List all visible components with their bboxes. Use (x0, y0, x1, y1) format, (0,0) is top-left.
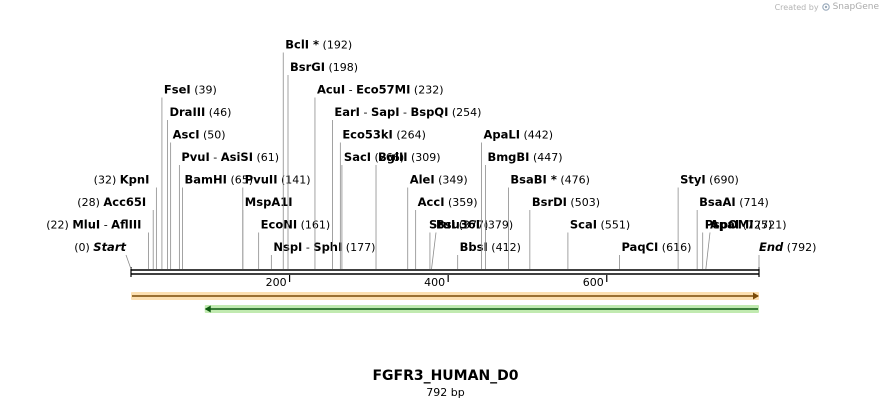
site-label-bsu36i: Bsu36I (379) (436, 218, 513, 232)
site-bbsi[interactable]: BbsI (412) (457, 240, 521, 269)
site-label-styi: StyI (690) (680, 173, 739, 187)
site-pspomi[interactable]: PspOMI (721) (702, 218, 787, 270)
site-bcli-star[interactable]: BclI * (192) (282, 38, 352, 270)
site-label-bcli-star: BclI * (192) (285, 38, 352, 52)
site-fsei[interactable]: FseI (39) (161, 83, 217, 270)
site-asci[interactable]: AscI (50) (170, 128, 226, 270)
ruler-tick-label-600: 600 (583, 276, 604, 289)
site-bsabi-star[interactable]: BsaBI * (476) (508, 173, 590, 270)
site-label-acci: AccI (359) (418, 195, 478, 209)
site-label-apali: ApaLI (442) (483, 128, 553, 142)
site-label-pvuii: PvuII (141) (245, 173, 311, 187)
site-eari-sapi-bspqi[interactable]: EarI - SapI - BspQI (254) (332, 105, 481, 269)
site-label-paqci: PaqCI (616) (621, 240, 691, 254)
ruler-tick-label-400: 400 (424, 276, 445, 289)
site-line-apai (705, 232, 711, 270)
end-marker: End (792) (758, 240, 816, 269)
site-bsaai[interactable]: BsaAI (714) (696, 195, 769, 269)
site-label-acc65i: (28) Acc65I (77, 195, 146, 209)
site-nspi-sphi[interactable]: NspI - SphI (177) (270, 240, 375, 269)
site-bsu36i[interactable]: Bsu36I (379) (431, 218, 514, 270)
site-label-bglii: BglII (309) (378, 150, 441, 164)
credit-brand: SnapGene (832, 2, 879, 12)
site-label-saci: SacI (266) (344, 150, 404, 164)
site-kpni[interactable]: (32) KpnI (94, 173, 157, 270)
site-label-asci: AscI (50) (173, 128, 226, 142)
ruler-tick-label-200: 200 (266, 276, 287, 289)
site-pvui-asisi[interactable]: PvuI - AsiSI (61) (178, 150, 279, 269)
sequence-ends: (0) Start End (792) (74, 240, 816, 270)
site-label-kpni: (32) KpnI (94, 173, 150, 187)
start-marker: (0) Start (74, 240, 132, 270)
site-eco53ki[interactable]: Eco53kI (264) (339, 128, 426, 270)
site-bmgbi[interactable]: BmgBI (447) (485, 150, 563, 269)
site-label-scai: ScaI (551) (570, 218, 630, 232)
site-label-bsrgi: BsrGI (198) (290, 60, 358, 74)
site-acc65i[interactable]: (28) Acc65I (77, 195, 154, 269)
site-label-alei: AleI (349) (410, 173, 468, 187)
site-label-bamhi: BamHI (65) (185, 173, 254, 187)
end-label: End (792) (759, 240, 816, 254)
start-label: (0) Start (74, 240, 126, 254)
site-draiii[interactable]: DraIII (46) (167, 105, 231, 269)
site-label-eari-sapi-bspqi: EarI - SapI - BspQI (254) (334, 105, 481, 119)
site-label-fsei: FseI (39) (164, 83, 217, 97)
site-scai[interactable]: ScaI (551) (567, 218, 630, 270)
site-mspa1i[interactable]: MspA1I (242, 195, 293, 269)
site-label-apai: ApaI (725) (710, 218, 772, 232)
site-bsrgi[interactable]: BsrGI (198) (287, 60, 358, 269)
site-bglii[interactable]: BglII (309) (375, 150, 441, 269)
site-label-bsrdi: BsrDI (503) (532, 195, 600, 209)
site-apali[interactable]: ApaLI (442) (481, 128, 553, 270)
site-label-mspa1i: MspA1I (245, 195, 293, 209)
feature-orf-forward[interactable] (131, 292, 759, 300)
features (131, 292, 759, 313)
site-label-bsabi-star: BsaBI * (476) (510, 173, 590, 187)
site-label-eco53ki: Eco53kI (264) (342, 128, 426, 142)
site-paqci[interactable]: PaqCI (616) (619, 240, 691, 269)
site-acci[interactable]: AccI (359) (415, 195, 478, 269)
credit-prefix: Created by (774, 2, 819, 12)
site-label-mlui-afliii: (22) MluI - AflIII (46, 218, 141, 232)
sequence-length: 792 bp (426, 386, 465, 399)
site-bsrdi[interactable]: BsrDI (503) (529, 195, 600, 269)
feature-orf-reverse[interactable] (204, 305, 759, 313)
site-label-acui-eco57mi: AcuI - Eco57MI (232) (317, 83, 444, 97)
site-apai[interactable]: ApaI (725) (705, 218, 772, 270)
site-label-draiii: DraIII (46) (169, 105, 231, 119)
ruler: 200 400 600 (266, 275, 608, 289)
site-bamhi[interactable]: BamHI (65) (182, 173, 254, 270)
snapgene-logo-icon (821, 3, 830, 11)
site-alei[interactable]: AleI (349) (407, 173, 468, 270)
site-stui[interactable]: StuI (377) (429, 218, 488, 270)
site-line-bsu36i (431, 232, 437, 270)
site-label-bmgbi: BmgBI (447) (487, 150, 562, 164)
enzyme-sites: (22) MluI - AflIII (28) Acc65I (32) KpnI Fs… (46, 38, 787, 270)
site-saci[interactable]: SacI (266) (341, 150, 404, 269)
start-line (125, 254, 132, 270)
feature-arrowhead-orf-forward (753, 292, 759, 300)
site-label-econi: EcoNI (161) (261, 218, 331, 232)
feature-arrowhead-orf-reverse (204, 305, 211, 313)
site-label-stui: StuI (377) (429, 218, 488, 232)
site-acui-eco57mi[interactable]: AcuI - Eco57MI (232) (314, 83, 444, 270)
site-label-bsaai: BsaAI (714) (699, 195, 769, 209)
snapgene-credit: Created by SnapGene (775, 2, 879, 12)
site-styi[interactable]: StyI (690) (677, 173, 739, 270)
site-label-bbsi: BbsI (412) (460, 240, 521, 254)
site-label-nspi-sphi: NspI - SphI (177) (273, 240, 375, 254)
site-label-pvui-asisi: PvuI - AsiSI (61) (181, 150, 279, 164)
site-label-pspomi: PspOMI (721) (705, 218, 787, 232)
sequence-name: FGFR3_HUMAN_D0 (372, 368, 519, 384)
site-mlui-afliii[interactable]: (22) MluI - AflIII (46, 218, 149, 270)
